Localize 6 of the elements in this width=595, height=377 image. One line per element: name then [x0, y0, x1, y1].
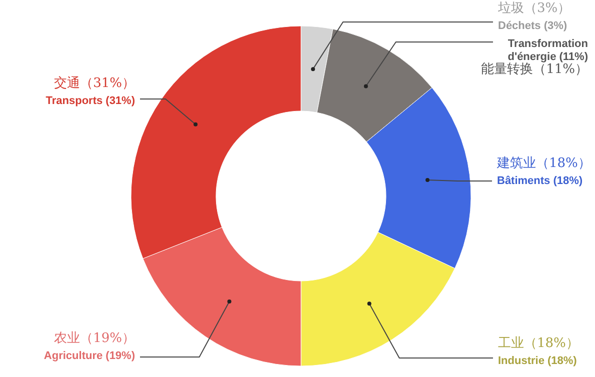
slice-label: 建筑业（18%） Bâtiments (18%): [496, 156, 591, 187]
slice-label: 农业（19%） Agriculture (19%): [44, 331, 136, 362]
slice-label: Transformation d'énergie (11%) 能量转换（11%）: [481, 38, 588, 77]
slice-label: 工业（18%） Industrie (18%): [498, 336, 579, 367]
slice-label: 交通（31%） Transports (31%): [46, 75, 136, 107]
slice-label: 垃圾（3%） Déchets (3%): [497, 1, 571, 32]
